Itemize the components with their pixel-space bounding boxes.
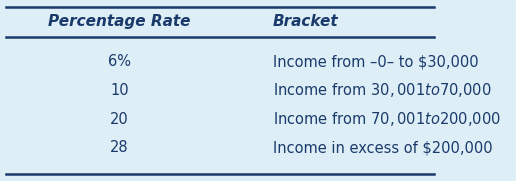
Text: 10: 10 — [110, 83, 129, 98]
Text: 20: 20 — [110, 111, 129, 127]
Text: Bracket: Bracket — [272, 14, 338, 29]
Text: Income from $70,001 to $200,000: Income from $70,001 to $200,000 — [272, 110, 501, 128]
Text: 28: 28 — [110, 140, 129, 155]
Text: Income from –0– to $30,000: Income from –0– to $30,000 — [272, 54, 478, 70]
Text: Income in excess of $200,000: Income in excess of $200,000 — [272, 140, 492, 155]
Text: 6%: 6% — [108, 54, 131, 70]
Text: Percentage Rate: Percentage Rate — [49, 14, 191, 29]
Text: Income from $30,001 to $70,000: Income from $30,001 to $70,000 — [272, 81, 491, 100]
